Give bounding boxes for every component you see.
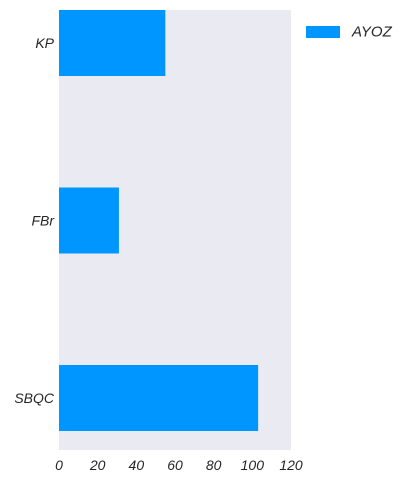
bar-fbr <box>59 188 119 254</box>
value-axis: 0 20 40 60 80 100 120 <box>55 457 303 473</box>
bar-kp <box>59 10 165 76</box>
category-label-sbqc: SBQC <box>14 390 55 406</box>
category-label-kp: KP <box>35 35 54 51</box>
x-tick-label-80: 80 <box>206 457 222 473</box>
x-tick-label-60: 60 <box>167 457 183 473</box>
x-tick-label-40: 40 <box>129 457 145 473</box>
bar-sbqc <box>59 365 258 431</box>
x-tick-label-100: 100 <box>241 457 265 473</box>
legend-label-ayoz: AYOZ <box>351 24 393 41</box>
x-tick-label-20: 20 <box>89 457 106 473</box>
category-axis: KP FBr SBQC <box>14 35 55 406</box>
legend: AYOZ <box>306 24 393 41</box>
x-tick-label-120: 120 <box>279 457 303 473</box>
legend-swatch-ayoz <box>306 26 340 38</box>
category-label-fbr: FBr <box>31 213 55 229</box>
x-tick-label-0: 0 <box>55 457 63 473</box>
